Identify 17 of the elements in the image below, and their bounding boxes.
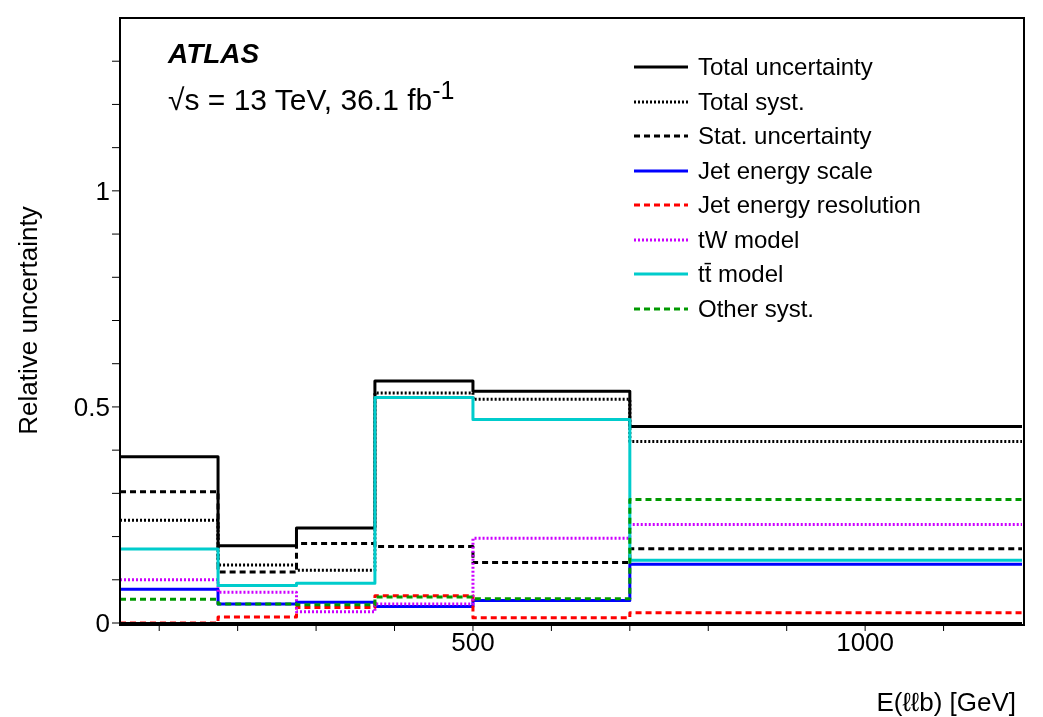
- legend-label: Other syst.: [698, 294, 815, 323]
- y-tick-label: 0: [95, 608, 110, 639]
- x-axis-title: E(ℓℓb) [GeV]: [876, 687, 1016, 717]
- y-axis-title: Relative uncertainty: [13, 206, 44, 435]
- legend-label: Jet energy scale: [698, 156, 873, 185]
- x-tick-label: 500: [451, 627, 495, 658]
- legend-label: Stat. uncertainty: [698, 122, 872, 151]
- legend-label: tW model: [698, 225, 800, 254]
- annotation: √s = 13 TeV, 36.1 fb$^{-1}$: [168, 76, 455, 116]
- y-tick-label: 0.5: [73, 392, 110, 423]
- legend-label: Jet energy resolution: [698, 191, 921, 220]
- legend-label: Total syst.: [698, 87, 805, 116]
- y-tick-label: 1: [95, 176, 110, 207]
- x-tick-label: 1000: [836, 627, 895, 658]
- annotation: ATLAS: [168, 38, 261, 70]
- legend-label: Total uncertainty: [698, 53, 873, 82]
- legend-label: tt̄ model: [698, 260, 784, 289]
